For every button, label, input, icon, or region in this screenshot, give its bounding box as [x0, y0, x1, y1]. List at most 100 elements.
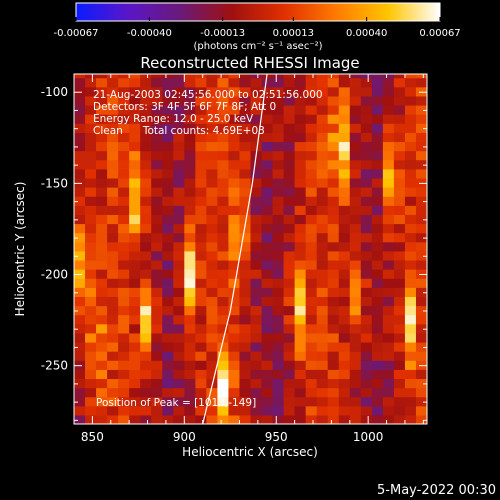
heatmap-cell	[162, 223, 174, 234]
heatmap-cell	[239, 150, 252, 161]
heatmap-cell	[228, 223, 241, 234]
heatmap-cell	[349, 114, 362, 124]
peak-position-label: Position of Peak = [1013,-149]	[96, 397, 256, 409]
heatmap-cell	[316, 396, 329, 407]
heatmap-cell	[404, 177, 417, 188]
heatmap-cell	[393, 269, 406, 279]
heatmap-cell	[382, 132, 395, 143]
heatmap-cell	[393, 232, 406, 243]
heatmap-cell	[118, 123, 130, 133]
heatmap-cell	[316, 104, 329, 115]
heatmap-cell	[74, 104, 86, 115]
heatmap-cell	[371, 360, 384, 370]
heatmap-cell	[404, 414, 417, 424]
heatmap-cell	[184, 378, 196, 389]
heatmap-cell	[173, 414, 185, 424]
colorbar-tick-label: -0.00067	[54, 28, 99, 39]
heatmap-cell	[294, 150, 307, 161]
colorbar-tick-label: -0.00013	[200, 28, 245, 39]
heatmap-cell	[283, 232, 296, 243]
heatmap-cell	[118, 405, 130, 416]
heatmap-cell	[327, 296, 340, 307]
heatmap-cell	[294, 77, 307, 88]
heatmap-cell	[217, 414, 230, 424]
heatmap-cell	[393, 123, 406, 133]
heatmap-cell	[404, 159, 417, 170]
heatmap-cell	[140, 396, 152, 407]
heatmap-cell	[184, 123, 196, 133]
heatmap-cell	[206, 159, 219, 170]
heatmap-cell	[349, 214, 362, 225]
heatmap-cell	[283, 104, 296, 115]
heatmap-cell	[206, 177, 219, 188]
heatmap-cell	[272, 332, 285, 343]
heatmap-cell	[239, 196, 252, 206]
heatmap-cell	[129, 387, 141, 398]
heatmap-cell	[206, 74, 219, 79]
heatmap-cell	[239, 305, 252, 316]
heatmap-cell	[382, 405, 395, 416]
heatmap-cell	[162, 205, 174, 215]
heatmap-cell	[151, 141, 163, 152]
heatmap-cell	[85, 159, 97, 170]
heatmap-cell	[294, 396, 307, 407]
heatmap-cell	[261, 378, 274, 389]
heatmap-cell	[393, 177, 406, 188]
heatmap-cell	[173, 168, 185, 179]
heatmap-cell	[393, 132, 406, 143]
heatmap-cell	[404, 269, 417, 279]
heatmap-cell	[250, 269, 263, 279]
heatmap-cell	[272, 341, 285, 352]
heatmap-cell	[228, 241, 241, 252]
heatmap-cell	[173, 387, 185, 398]
heatmap-cell	[118, 214, 130, 225]
heatmap-cell	[118, 269, 130, 279]
heatmap-cell	[360, 305, 373, 316]
heatmap-cell	[74, 259, 86, 270]
heatmap-cell	[173, 287, 185, 297]
heatmap-cell	[151, 177, 163, 188]
heatmap-cell	[305, 74, 318, 79]
heatmap-cell	[261, 205, 274, 215]
heatmap-cell	[228, 114, 241, 124]
heatmap-cell	[294, 95, 307, 106]
heatmap-cell	[228, 414, 241, 424]
heatmap-cell	[228, 269, 241, 279]
heatmap-cell	[195, 250, 207, 261]
heatmap-cell	[107, 205, 119, 215]
heatmap-cell	[338, 223, 351, 234]
heatmap-cell	[382, 205, 395, 215]
heatmap-cell	[162, 296, 174, 307]
heatmap-cell	[85, 86, 97, 97]
heatmap-cell	[239, 296, 252, 307]
heatmap-cell	[228, 168, 241, 179]
heatmap-cell	[107, 269, 119, 279]
heatmap-cell	[261, 187, 274, 197]
heatmap-cell	[184, 287, 196, 297]
heatmap-cell	[261, 159, 274, 170]
heatmap-cell	[250, 250, 263, 261]
heatmap-cell	[118, 323, 130, 334]
heatmap-cell	[261, 114, 274, 124]
heatmap-cell	[195, 259, 207, 270]
heatmap-cell	[360, 187, 373, 197]
heatmap-cell	[393, 405, 406, 416]
heatmap-cell	[272, 95, 285, 106]
heatmap-cell	[107, 278, 119, 288]
heatmap-cell	[404, 74, 417, 79]
heatmap-cell	[261, 196, 274, 206]
heatmap-cell	[371, 132, 384, 143]
heatmap-cell	[85, 341, 97, 352]
heatmap-cell	[261, 241, 274, 252]
heatmap-cell	[195, 214, 207, 225]
heatmap-cell	[107, 132, 119, 143]
heatmap-cell	[217, 104, 230, 115]
heatmap-cell	[129, 314, 141, 325]
heatmap-cell	[151, 287, 163, 297]
heatmap-cell	[85, 414, 97, 424]
heatmap-cell	[371, 123, 384, 133]
heatmap-cell	[239, 232, 252, 243]
heatmap-cell	[118, 250, 130, 261]
heatmap-cell	[96, 241, 108, 252]
heatmap-cell	[360, 177, 373, 188]
